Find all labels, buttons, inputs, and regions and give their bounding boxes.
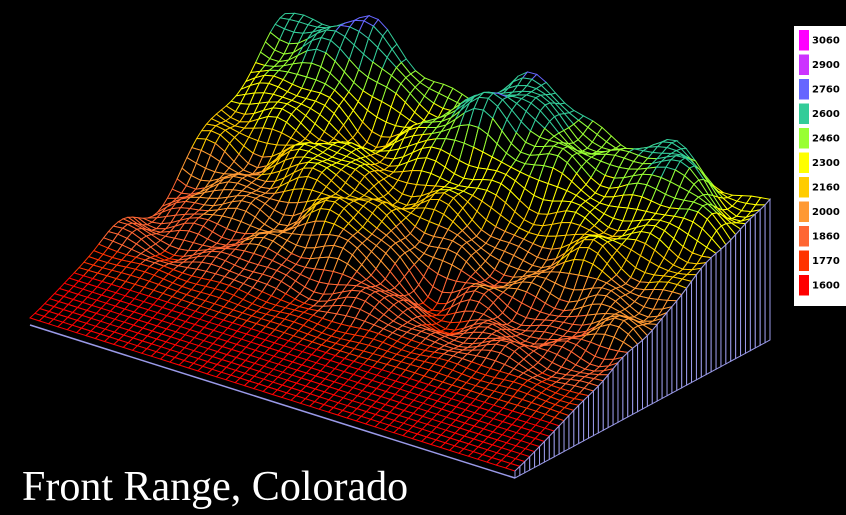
legend-swatch	[799, 55, 809, 76]
legend-label: 2160	[812, 182, 840, 193]
skirt	[741, 224, 746, 356]
skirt	[711, 253, 716, 371]
legend-label: 2000	[812, 207, 840, 218]
skirt	[701, 263, 706, 378]
skirt	[706, 258, 711, 375]
skirt	[726, 240, 731, 364]
skirt	[667, 307, 672, 396]
skirt	[579, 400, 584, 443]
legend: 3060 2900 2760 2600 2460 2300 2160 2000 1860 1770…	[799, 30, 840, 296]
skirt	[765, 199, 770, 342]
legend-swatch	[799, 226, 809, 247]
skirt	[696, 268, 701, 380]
legend-label: 1600	[812, 280, 840, 291]
skirt	[549, 431, 554, 459]
skirt	[721, 245, 726, 367]
skirt	[584, 396, 589, 441]
chart: 3060 2900 2760 2600 2460 2300 2160 2000 1860 1770…	[0, 0, 846, 515]
skirt	[657, 318, 662, 401]
skirt	[623, 353, 628, 420]
skirt	[559, 421, 564, 454]
skirt	[677, 295, 682, 391]
skirt	[643, 336, 648, 409]
skirt	[608, 369, 613, 428]
legend-swatch	[799, 153, 809, 174]
skirt	[618, 357, 623, 422]
legend-label: 2460	[812, 133, 840, 144]
skirt	[638, 340, 643, 411]
chart-title: Front Range, Colorado	[22, 464, 408, 510]
legend-label: 3060	[812, 35, 840, 46]
skirt	[731, 235, 736, 362]
skirt	[574, 405, 579, 446]
skirt	[750, 214, 755, 350]
skirt	[672, 301, 677, 393]
skirt	[682, 288, 687, 388]
legend-label: 1860	[812, 231, 840, 242]
skirt	[544, 436, 549, 462]
legend-swatch	[799, 104, 809, 125]
skirt	[662, 313, 667, 399]
skirt	[564, 416, 569, 452]
skirt	[736, 229, 741, 358]
legend-swatch	[799, 177, 809, 198]
legend-swatch	[799, 275, 809, 296]
legend-swatch	[799, 30, 809, 51]
skirt	[628, 348, 633, 417]
skirt	[716, 249, 721, 369]
skirt	[569, 410, 574, 448]
skirt	[593, 386, 598, 435]
skirt	[652, 324, 657, 403]
legend-label: 2760	[812, 84, 840, 95]
skirt	[745, 219, 750, 354]
legend-label: 2300	[812, 158, 840, 169]
skirt	[603, 375, 608, 430]
legend-swatch	[799, 128, 809, 149]
skirt	[760, 205, 765, 345]
legend-swatch	[799, 79, 809, 100]
skirt	[598, 381, 603, 433]
legend-label: 1770	[812, 256, 840, 267]
skirt	[613, 363, 618, 425]
skirt	[687, 281, 692, 385]
skirt	[647, 330, 652, 406]
skirt	[589, 391, 594, 438]
skirt	[692, 275, 697, 383]
legend-swatch	[799, 251, 809, 272]
legend-label: 2600	[812, 109, 840, 120]
skirt	[755, 210, 760, 348]
skirt	[633, 344, 638, 414]
skirt	[554, 426, 559, 457]
legend-label: 2900	[812, 60, 840, 71]
legend-swatch	[799, 202, 809, 223]
